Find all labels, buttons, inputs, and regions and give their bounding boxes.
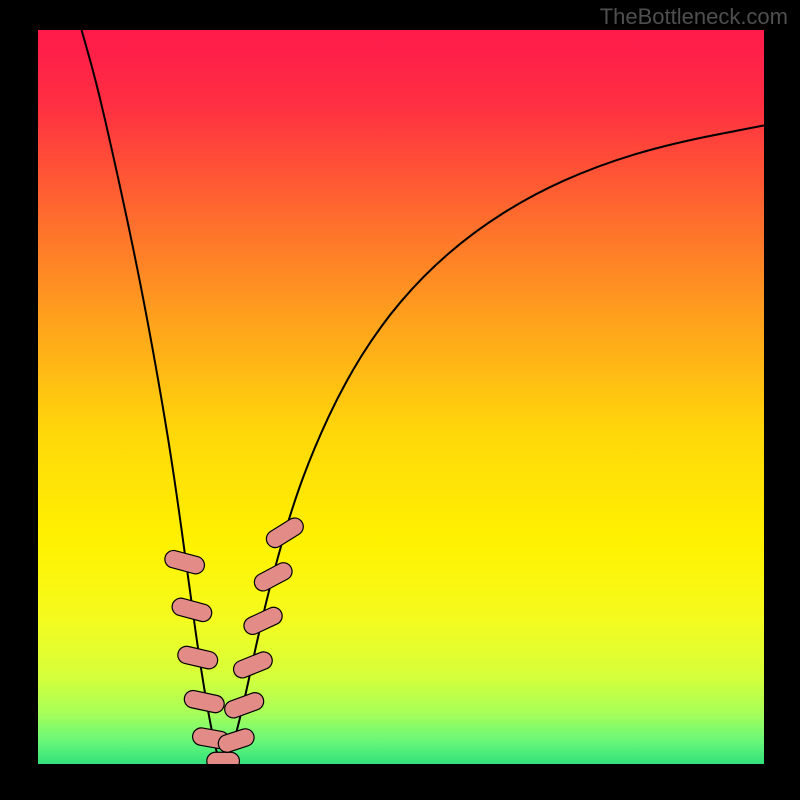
chart-container: TheBottleneck.com bbox=[0, 0, 800, 800]
plot-background bbox=[38, 30, 764, 764]
watermark-text: TheBottleneck.com bbox=[600, 4, 788, 30]
bottleneck-chart bbox=[0, 0, 800, 800]
